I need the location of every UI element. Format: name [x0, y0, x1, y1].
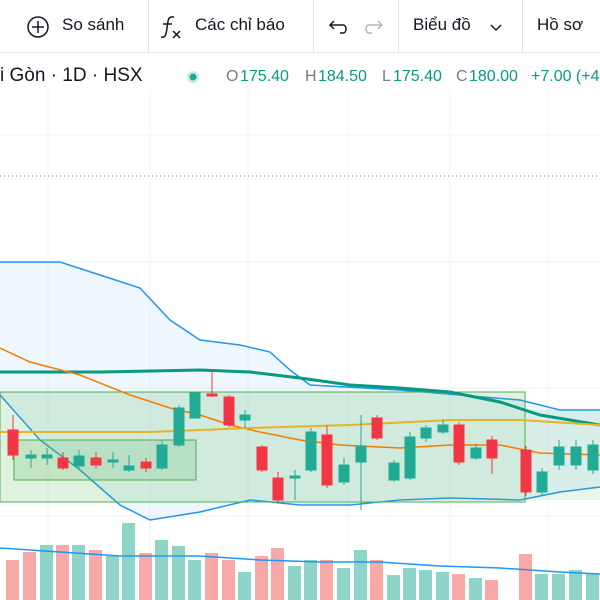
open-value: 175.40 — [240, 68, 289, 85]
separator — [148, 0, 149, 52]
close-value: 180.00 — [469, 68, 518, 85]
ma-mid — [0, 419, 600, 433]
status-dot — [187, 71, 199, 83]
ma-short — [0, 347, 600, 456]
toolbar: So sánh Các chỉ báo Biểu đồ Hồ sơ — [0, 0, 600, 53]
high-label: H — [305, 68, 317, 85]
separator — [313, 0, 314, 52]
bollinger-upper — [0, 261, 600, 411]
low-label: L — [382, 68, 391, 85]
legend: i Gòn · 1D · HSX O 175.40 H 184.50 L 175… — [0, 64, 600, 90]
toolbar-icons — [27, 16, 502, 39]
high-value: 184.50 — [318, 68, 367, 85]
undo-icon[interactable] — [328, 20, 347, 34]
separator — [522, 0, 523, 52]
change-value: +7.00 (+4 — [531, 68, 600, 85]
compare-icon[interactable] — [27, 16, 49, 38]
volume-ma — [0, 547, 600, 575]
grid — [0, 90, 600, 600]
separator — [398, 0, 399, 52]
indicators-icon[interactable] — [160, 16, 181, 39]
open-label: O — [226, 68, 239, 85]
range-box — [13, 439, 197, 481]
bollinger-fill — [0, 262, 600, 520]
candles — [7, 370, 599, 510]
profile-button[interactable]: Hồ sơ — [537, 15, 584, 34]
indicators-button[interactable]: Các chỉ báo — [195, 15, 285, 34]
low-value: 175.40 — [393, 68, 442, 85]
chevron-icon[interactable] — [490, 24, 502, 32]
compare-button[interactable]: So sánh — [62, 15, 125, 34]
redo-icon[interactable] — [365, 20, 384, 34]
chart-type-button[interactable]: Biểu đồ — [413, 15, 471, 34]
symbol[interactable]: i Gòn · 1D · HSX — [0, 65, 143, 86]
close-label: C — [456, 68, 468, 85]
ma-long — [0, 368, 600, 427]
